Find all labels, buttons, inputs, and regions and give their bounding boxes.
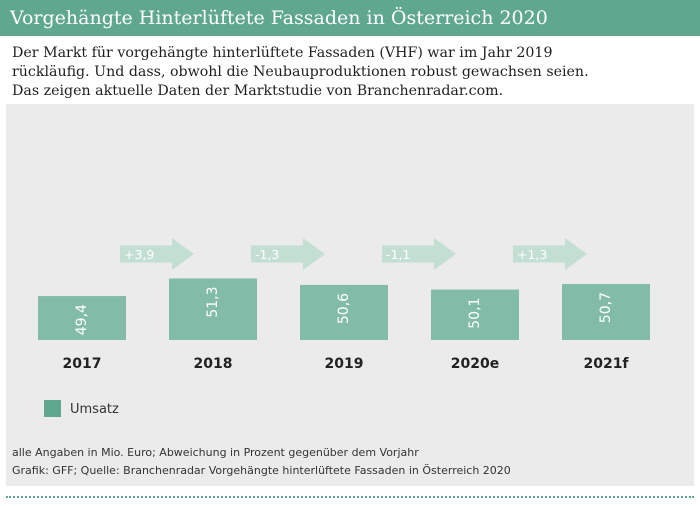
bar-2021f: [562, 284, 650, 340]
change-label-4: +1,3: [517, 247, 547, 262]
chart-panel: 49,4 2017 51,3 2018 50,6 2019 50,1 2020e 50,7 202…: [6, 104, 694, 486]
change-arrow-4: [513, 238, 587, 270]
footnote-units: alle Angaben in Mio. Euro; Abweichung in…: [12, 446, 419, 459]
title-bar: Vorgehängte Hinterlüftete Fassaden in Ös…: [0, 0, 700, 36]
bottom-divider: [6, 496, 694, 498]
x-tick-label-2020e: 2020e: [451, 356, 499, 372]
change-arrow-2: [251, 238, 325, 270]
intro-line-2: rückläufig. Und dass, obwohl die Neubaup…: [12, 64, 589, 80]
change-label-1: +3,9: [124, 247, 154, 262]
bar-value-label-2017: 49,4: [74, 304, 90, 335]
bar-2018: [169, 278, 257, 340]
change-label-3: -1,1: [386, 247, 410, 262]
x-tick-label-2017: 2017: [63, 356, 102, 372]
bar-value-label-2018: 51,3: [205, 286, 221, 317]
change-arrow-1: [120, 238, 194, 270]
bar-2019: [300, 284, 388, 340]
x-tick-label-2021f: 2021f: [583, 356, 629, 372]
intro-line-1: Der Markt für vorgehängte hinterlüftete …: [12, 45, 553, 61]
intro-text: Der Markt für vorgehängte hinterlüftete …: [12, 44, 692, 101]
bar-value-label-2021f: 50,7: [598, 292, 614, 323]
legend-swatch-umsatz: [44, 400, 61, 417]
bar-2020e: [431, 289, 519, 340]
intro-line-3: Das zeigen aktuelle Daten der Marktstudi…: [12, 83, 504, 99]
change-arrow-3: [382, 238, 456, 270]
chart-title: Vorgehängte Hinterlüftete Fassaden in Ös…: [10, 7, 548, 29]
footnote-source: Grafik: GFF; Quelle: Branchenradar Vorge…: [12, 464, 511, 477]
bar-value-label-2019: 50,6: [336, 293, 352, 324]
change-label-2: -1,3: [255, 247, 279, 262]
bar-chart: 49,4 2017 51,3 2018 50,6 2019 50,1 2020e 50,7 202…: [38, 238, 650, 417]
bar-2017: [38, 296, 126, 340]
legend-label-umsatz: Umsatz: [70, 402, 119, 417]
bar-value-label-2020e: 50,1: [467, 298, 483, 329]
x-tick-label-2019: 2019: [325, 356, 364, 372]
x-tick-label-2018: 2018: [194, 356, 233, 372]
